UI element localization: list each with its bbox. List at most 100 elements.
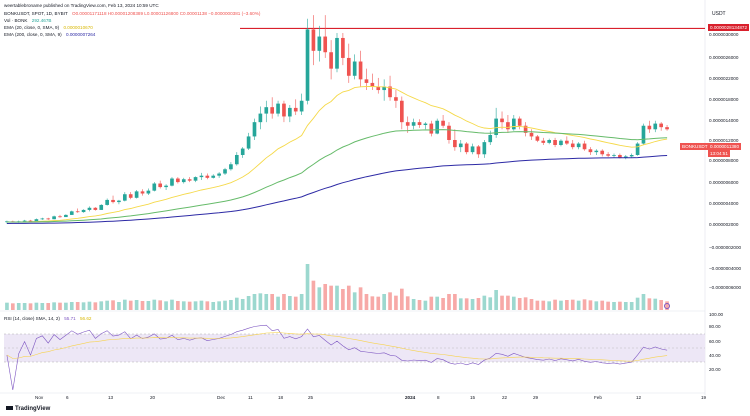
symbol-title[interactable]: BONKUSDT, SPOT, 1D, BYBIT	[4, 11, 68, 16]
volume-bar	[659, 300, 663, 310]
candle-body	[570, 143, 575, 148]
candle-body	[134, 191, 139, 198]
price-tick-label: 0.0000022000	[709, 76, 739, 81]
candle-body	[453, 140, 457, 148]
candle-body	[40, 218, 45, 220]
last-price-tag: 0.0000011380	[708, 143, 742, 150]
candle-body	[352, 61, 357, 76]
volume-bar	[559, 300, 563, 310]
volume-bar	[346, 285, 351, 310]
rsi-value: 55.71	[64, 316, 76, 321]
volume-bar	[370, 296, 375, 310]
volume-bar	[388, 292, 392, 310]
ema200-value: 0.0000007264	[65, 32, 96, 37]
time-tick-label: 22	[502, 395, 508, 400]
volume-bar	[93, 302, 98, 310]
time-tick-label: 13	[108, 395, 114, 400]
volume-bar	[282, 294, 286, 310]
volume-bar	[158, 300, 163, 310]
candle-body	[382, 86, 386, 91]
volume-bar	[541, 300, 546, 310]
candle-body	[311, 29, 316, 51]
volume-bar	[28, 303, 33, 310]
candle-body	[276, 103, 280, 114]
volume-bar	[111, 300, 115, 310]
time-tick-label: 6	[66, 395, 69, 400]
volume-bar	[453, 294, 457, 310]
volume-bar	[500, 295, 504, 310]
volume-bar	[299, 294, 304, 310]
candle-body	[305, 29, 310, 101]
tradingview-logo: TradingView	[6, 406, 50, 412]
volume-bar	[488, 297, 493, 310]
candle-body	[600, 150, 605, 155]
candle-body	[323, 36, 328, 53]
resistance-price-tag: 0.0000028134872	[708, 24, 750, 31]
volume-bar	[506, 295, 510, 310]
symbol-legend[interactable]: BONKUSDT, SPOT, 1D, BYBIT O0.00001171118…	[4, 11, 260, 16]
candle-body	[211, 175, 216, 178]
candle-body	[64, 214, 68, 218]
candle-body	[517, 118, 522, 126]
rsi-ma-line	[6, 332, 668, 362]
price-tick-label: 0.0000014000	[709, 118, 739, 123]
volume-bar	[565, 300, 569, 310]
publisher-line: weertablebroname published on TradingVie…	[4, 3, 159, 8]
candle-body	[81, 209, 86, 213]
candle-body	[252, 122, 257, 137]
candle-body	[411, 122, 416, 126]
candle-body	[394, 97, 398, 101]
volume-bar	[341, 289, 345, 310]
volume-bar	[246, 296, 251, 310]
volume-bar	[293, 296, 298, 310]
volume-bar	[264, 294, 269, 310]
volume-label: Vol · BONK	[4, 18, 28, 23]
time-tick-label: 19	[701, 395, 707, 400]
price-tick-label: 0.0000006000	[709, 180, 739, 185]
volume-bar	[187, 301, 192, 310]
price-tick-label: 0.0000004000	[709, 201, 739, 206]
scroll-to-realtime-icon[interactable]	[664, 303, 670, 309]
candle-body	[447, 125, 451, 140]
candle-body	[99, 204, 104, 210]
candle-body	[22, 220, 27, 222]
volume-bar	[470, 299, 475, 310]
volume-bar	[176, 301, 180, 310]
rsi-tick-label: 40.00	[709, 353, 721, 358]
volume-bar	[64, 302, 68, 310]
volume-bar	[16, 303, 21, 310]
candle-body	[565, 140, 569, 144]
candle-body	[105, 199, 109, 205]
candle-body	[187, 179, 192, 181]
volume-bar	[211, 302, 216, 310]
tv-logo-icon	[6, 406, 13, 411]
rsi-tick-label: 60.00	[709, 339, 721, 344]
volume-bar	[476, 298, 481, 310]
volume-bar	[618, 301, 622, 310]
candle-body	[223, 169, 227, 174]
candle-body	[69, 211, 74, 215]
candle-body	[364, 79, 369, 83]
volume-bar	[494, 290, 498, 310]
ema200-legend[interactable]: EMA (200, close, 0, SMA, 9) 0.0000007264	[4, 32, 95, 37]
candle-body	[482, 142, 487, 155]
time-tick-label: 15	[470, 395, 476, 400]
volume-bar	[22, 303, 27, 310]
volume-bar	[458, 298, 463, 310]
price-tick-label: −0.0000006000	[709, 285, 742, 290]
volume-bar	[464, 298, 469, 310]
volume-bar	[323, 284, 328, 310]
volume-bar	[134, 300, 139, 310]
volume-bar	[376, 296, 381, 310]
volume-bar	[394, 295, 398, 310]
rsi-tick-label: 80.00	[709, 324, 721, 329]
volume-bar	[535, 300, 540, 310]
volume-legend[interactable]: Vol · BONK 292.467B	[4, 18, 51, 23]
ema20-legend[interactable]: EMA (20, close, 0, SMA, 9) 0.0000010670	[4, 25, 93, 30]
time-tick-label: 2024	[405, 395, 416, 400]
candle-body	[535, 136, 540, 141]
time-tick-label: 8	[437, 395, 440, 400]
rsi-legend[interactable]: RSI (14, close) SMA, 14, 2) 55.71 56.62	[4, 316, 91, 321]
candle-body	[87, 207, 92, 210]
